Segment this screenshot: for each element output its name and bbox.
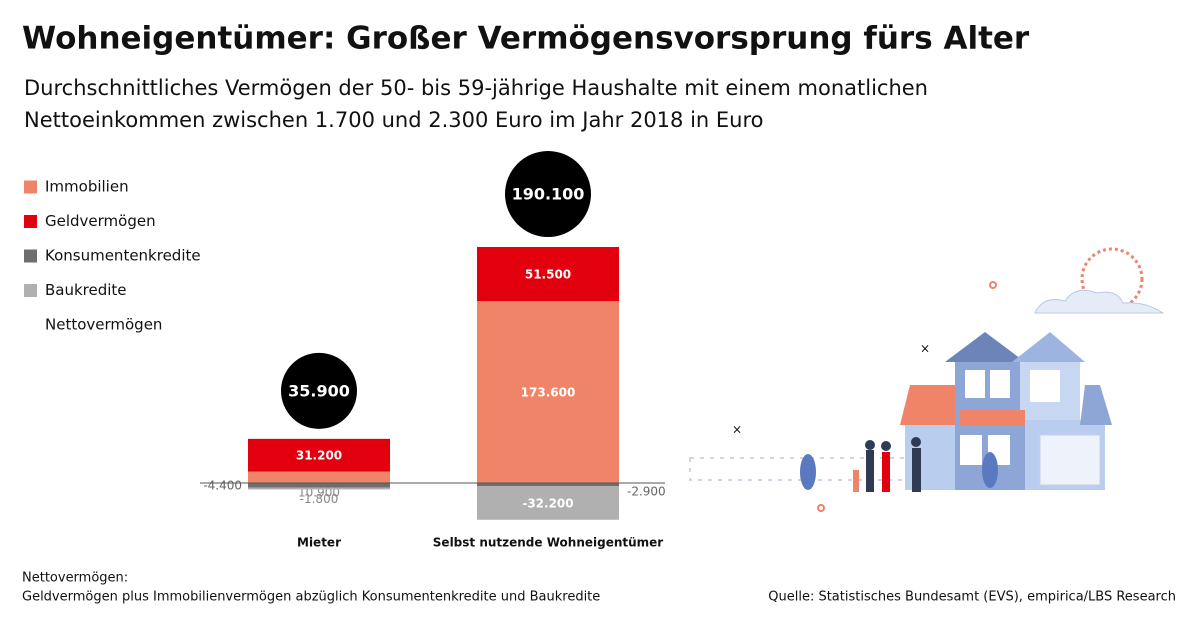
- roof: [1012, 332, 1085, 362]
- chart-title: Wohneigentümer: Großer Vermögensvorsprun…: [22, 21, 1030, 57]
- bar-segment: [248, 487, 390, 490]
- source: Quelle: Statistisches Bundesamt (EVS), e…: [768, 590, 1176, 605]
- roof: [945, 332, 1025, 362]
- roof: [900, 385, 955, 425]
- deco: [817, 504, 825, 512]
- bar-segment: [477, 482, 619, 487]
- value-label: -2.900: [627, 484, 666, 498]
- window: [990, 370, 1010, 398]
- legend-marker: [24, 249, 37, 263]
- legend-label: Baukredite: [45, 281, 127, 299]
- subtitle: Nettoeinkommen zwischen 1.700 und 2.300 …: [24, 108, 764, 132]
- deco: [989, 281, 997, 289]
- deco: ×: [732, 423, 742, 437]
- plant: [800, 454, 816, 490]
- bar-segment: [248, 482, 390, 488]
- x-tick-label: Mieter: [297, 536, 341, 550]
- person: [853, 470, 859, 492]
- window: [965, 370, 985, 398]
- person: [911, 437, 921, 447]
- garage: [1039, 434, 1101, 486]
- bar-segment: [248, 471, 390, 483]
- net-label: 35.900: [288, 381, 350, 400]
- roof: [1080, 385, 1112, 425]
- legend-label: Immobilien: [45, 178, 129, 196]
- note-title: Nettovermögen:: [22, 571, 128, 586]
- illustration: × ×: [689, 247, 1165, 512]
- awning: [960, 410, 1025, 425]
- person: [866, 450, 874, 492]
- window: [960, 435, 982, 465]
- bar-segment: [477, 300, 619, 483]
- value-label: -1.800: [300, 492, 339, 506]
- note: Geldvermögen plus Immobilienvermögen abz…: [22, 590, 600, 605]
- person: [865, 440, 875, 450]
- legend-label: Geldvermögen: [45, 212, 156, 230]
- cloud: [1034, 289, 1165, 314]
- sun: [1080, 247, 1144, 311]
- plant: [982, 452, 998, 488]
- person: [882, 452, 890, 492]
- bar-segment: [248, 438, 390, 472]
- legend-label: Nettovermögen: [45, 316, 162, 334]
- deco: ×: [920, 342, 930, 356]
- people: [853, 437, 921, 492]
- x-tick-label: Selbst nutzende Wohneigentümer: [433, 536, 664, 550]
- window: [1030, 370, 1060, 402]
- value-label: 31.200: [296, 449, 342, 463]
- value-label: 51.500: [525, 268, 571, 282]
- value-label: -32.200: [522, 496, 573, 510]
- value-label: -4.400: [203, 478, 242, 492]
- legend-marker: [24, 284, 37, 297]
- subtitle: Durchschnittliches Vermögen der 50- bis …: [24, 76, 928, 100]
- bar-segment: [477, 486, 619, 520]
- legend-marker: [24, 215, 37, 228]
- legend-label: Konsumentenkredite: [45, 247, 201, 265]
- person: [881, 441, 891, 451]
- net-circle: [505, 151, 591, 238]
- net-circle: [281, 352, 357, 429]
- legend-marker: [24, 180, 37, 194]
- fence: [689, 457, 911, 481]
- value-label: 173.600: [521, 385, 576, 399]
- person: [912, 448, 921, 492]
- net-label: 190.100: [512, 185, 585, 204]
- bar-segment: [477, 247, 619, 301]
